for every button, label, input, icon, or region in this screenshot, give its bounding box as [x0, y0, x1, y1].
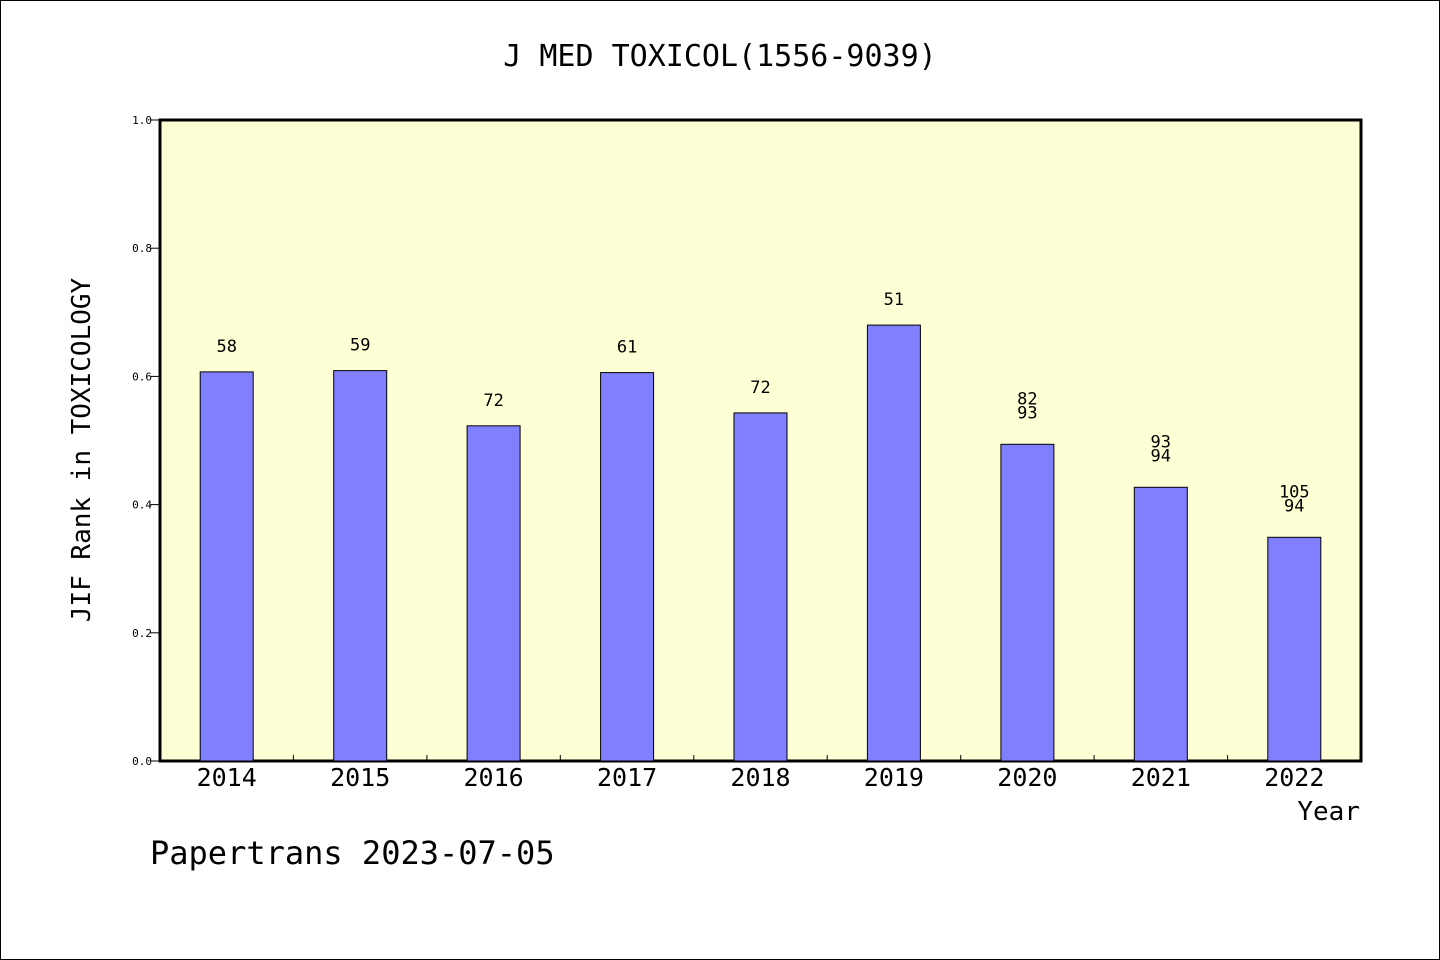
bar-data-label: 61	[617, 338, 637, 358]
x-tick-label: 2017	[597, 763, 657, 792]
bar-data-label: 72	[750, 378, 770, 398]
bar-data-label: 93	[1151, 432, 1171, 452]
y-tick-label: 0.0	[132, 755, 152, 768]
bar-data-label: 82	[1017, 389, 1037, 409]
y-tick-label: 0.8	[132, 242, 152, 255]
x-axis-label: Year	[1297, 797, 1360, 827]
bar-2018	[733, 412, 788, 762]
bar-data-label: 105	[1279, 482, 1310, 502]
y-tick-label: 0.6	[132, 370, 152, 383]
x-tick-label: 2022	[1264, 763, 1324, 792]
y-tick-label: 1.0	[132, 114, 152, 127]
chart-title: J MED TOXICOL(1556-9039)	[503, 39, 936, 74]
bar-2022	[1267, 536, 1322, 762]
x-tick-label: 2015	[330, 763, 390, 792]
bar-2019	[866, 324, 921, 762]
footer-text: Papertrans 2023-07-05	[150, 834, 555, 872]
bar-data-label: 59	[350, 336, 370, 356]
bar-2014	[199, 371, 254, 762]
x-tick-label: 2018	[730, 763, 790, 792]
ticks-layer: 2014 2015 2016 2017 2018 2019 2020 2021 2022 0.0 0…	[132, 114, 1324, 792]
bar-data-label: 72	[483, 391, 503, 411]
bar-data-label: 58	[216, 337, 236, 357]
x-tick-label: 2019	[864, 763, 924, 792]
y-tick-label: 0.2	[132, 627, 152, 640]
x-tick-label: 2014	[197, 763, 257, 792]
bar-data-label: 94	[1284, 496, 1304, 516]
bar-2016	[466, 425, 521, 762]
bar-data-label: 93	[1017, 403, 1037, 423]
x-tick-label: 2020	[997, 763, 1057, 792]
x-tick-label: 2021	[1131, 763, 1191, 792]
y-axis-label: JIF Rank in TOXICOLOGY	[67, 277, 97, 622]
bar-2020	[1000, 443, 1055, 762]
bar-2021	[1133, 486, 1188, 762]
bar-2015	[333, 370, 388, 762]
bar-data-label: 51	[884, 290, 904, 310]
x-tick-label: 2016	[463, 763, 523, 792]
bar-data-label: 94	[1151, 446, 1171, 466]
bar-2017	[600, 372, 655, 762]
y-tick-label: 0.4	[132, 499, 152, 512]
